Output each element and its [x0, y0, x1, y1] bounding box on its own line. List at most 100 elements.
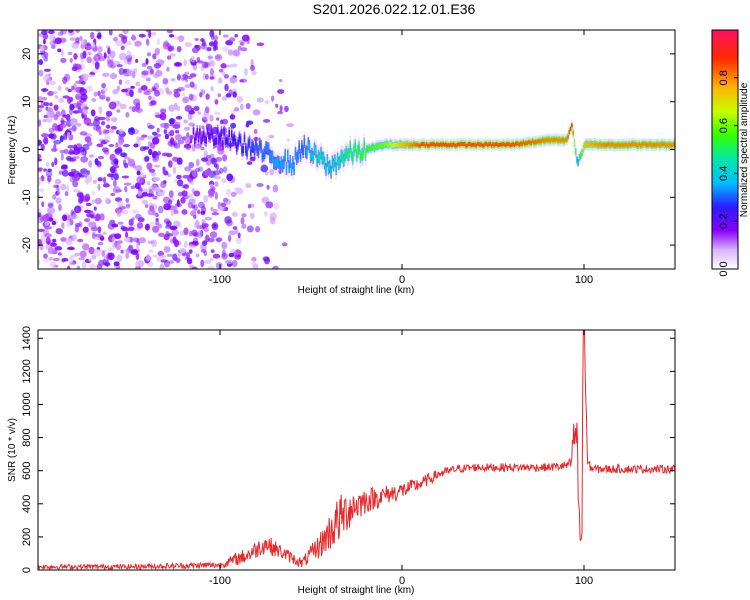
y-tick-label: 0 [21, 567, 33, 573]
spectrogram-cell [93, 91, 98, 97]
spectrogram-cell [272, 184, 279, 193]
spectrogram-ridge-cell [446, 143, 448, 148]
spectrogram-ridge-cell [539, 139, 541, 144]
spectrogram-cell [215, 262, 223, 269]
spectrogram-cell [220, 202, 227, 208]
spectrogram-ridge-cell [520, 141, 522, 146]
spectrogram-ridge-cell [278, 158, 280, 166]
spectrogram-cell [104, 135, 110, 143]
spectrogram-ridge-cell [475, 143, 478, 148]
spectrogram-cell [193, 221, 200, 229]
spectrogram-cell [89, 154, 94, 158]
spectrogram-cell [182, 174, 190, 179]
spectrogram-ridge-cell [306, 149, 308, 157]
spectrogram-ridge-cell [594, 142, 596, 146]
spectrogram-cell [177, 86, 185, 92]
spectrogram-cell [162, 166, 166, 172]
spectrogram-ridge-cell [195, 133, 197, 141]
spectrogram-ridge-cell [428, 143, 430, 148]
spectrogram-cell [67, 171, 75, 177]
spectrogram-ridge-cell [237, 139, 239, 147]
spectrogram-cell [223, 197, 229, 203]
spectrogram-cell [43, 136, 49, 145]
spectrogram-ridge-cell [208, 132, 210, 139]
spectrogram-ridge-cell [509, 143, 512, 148]
spectrogram-cell [52, 238, 57, 243]
spectrogram-cell [219, 119, 224, 125]
spectrogram-ridge-cell [315, 147, 317, 155]
x-tick-label: -100 [209, 274, 231, 286]
spectrogram-ridge-cell [596, 142, 599, 147]
spectrogram-cell [118, 67, 125, 76]
spectrogram-ridge-cell [517, 142, 520, 147]
spectrogram-cell [159, 108, 167, 114]
spectrogram-cell [123, 68, 127, 73]
spectrogram-cell [168, 34, 175, 38]
spectrogram-cell [182, 96, 190, 104]
spectrogram-cell [99, 138, 105, 143]
spectrogram-cell [134, 40, 142, 47]
spectrogram-cell [176, 199, 180, 207]
spectrogram-cell [169, 118, 175, 125]
spectrogram-ridge-cell [653, 143, 656, 147]
spectrogram-ridge-cell [457, 142, 460, 147]
spectrogram-cell [49, 261, 57, 269]
spectrogram-cell [136, 176, 144, 184]
spectrogram-cell [189, 197, 197, 202]
spectrogram-ridge-cell [669, 142, 671, 147]
spectrogram-ridge-cell [276, 158, 279, 166]
spectrogram-cell [213, 175, 221, 180]
spectrogram-ridge-cell [437, 142, 439, 147]
spectrogram-cell [176, 179, 184, 187]
spectrogram-cell [38, 96, 44, 102]
spectrogram-cell [226, 92, 231, 98]
spectrogram-ridge-cell [664, 142, 666, 147]
spectrogram-cell [101, 90, 106, 99]
snr-series-line [38, 330, 675, 570]
spectrogram-cell [250, 59, 254, 67]
spectrogram-cell [176, 174, 182, 180]
spectrogram-ridge-cell [633, 142, 636, 147]
spectrogram-ridge-cell [479, 142, 481, 147]
spectrogram-ridge-cell [253, 148, 256, 156]
spectrogram-cell [146, 180, 151, 186]
spectrogram-cell [200, 210, 206, 215]
spectrogram-ridge-cell [497, 143, 499, 147]
spectrogram-cell [189, 81, 195, 88]
spectrogram-ridge-cell [270, 153, 272, 161]
spectrogram-cell [61, 30, 67, 35]
spectrogram-cell [224, 216, 232, 224]
spectrogram-cell [159, 263, 164, 269]
spectrogram-cell [136, 136, 141, 142]
spectrogram-ridge-cell [572, 131, 574, 135]
spectrogram-cell [169, 225, 178, 231]
spectrogram-cell [83, 171, 88, 178]
spectrogram-ridge-cell [337, 159, 340, 167]
spectrogram-ridge-cell [206, 127, 209, 135]
colorbar: 0.0 0.2 0.4 0.6 0.8 Normalized spectral ampl… [711, 29, 750, 277]
spectrogram-cell [152, 254, 158, 258]
spectrogram-cell [135, 252, 140, 261]
spectrogram-ridge-cell [297, 152, 299, 160]
spectrogram-cell [53, 143, 57, 152]
spectrogram-ridge-cell [578, 155, 581, 160]
spectrogram-cell [84, 136, 92, 143]
spectrogram-cell [174, 62, 182, 67]
spectrogram-ridge-cell [632, 141, 634, 146]
spectrogram-ridge-cell [563, 138, 565, 143]
spectrogram-cell [175, 115, 183, 120]
spectrogram-ridge-cell [343, 157, 345, 165]
spectrogram-cell [52, 123, 58, 131]
spectrogram-cell [115, 243, 122, 251]
spectrogram-cell [72, 180, 79, 188]
spectrogram-ridge-cell [569, 127, 572, 131]
spectrogram-cell [225, 188, 232, 197]
spectrogram-ridge-cell [582, 146, 585, 151]
spectrogram-ridge-cell [304, 148, 307, 155]
spectrogram-cell [59, 135, 64, 143]
spectrogram-ridge-cell [202, 130, 205, 138]
spectrogram-cell [138, 174, 147, 178]
spectrogram-ridge-cell [521, 142, 523, 146]
spectrogram-cell [168, 104, 176, 112]
spectrogram-cell [183, 227, 189, 236]
